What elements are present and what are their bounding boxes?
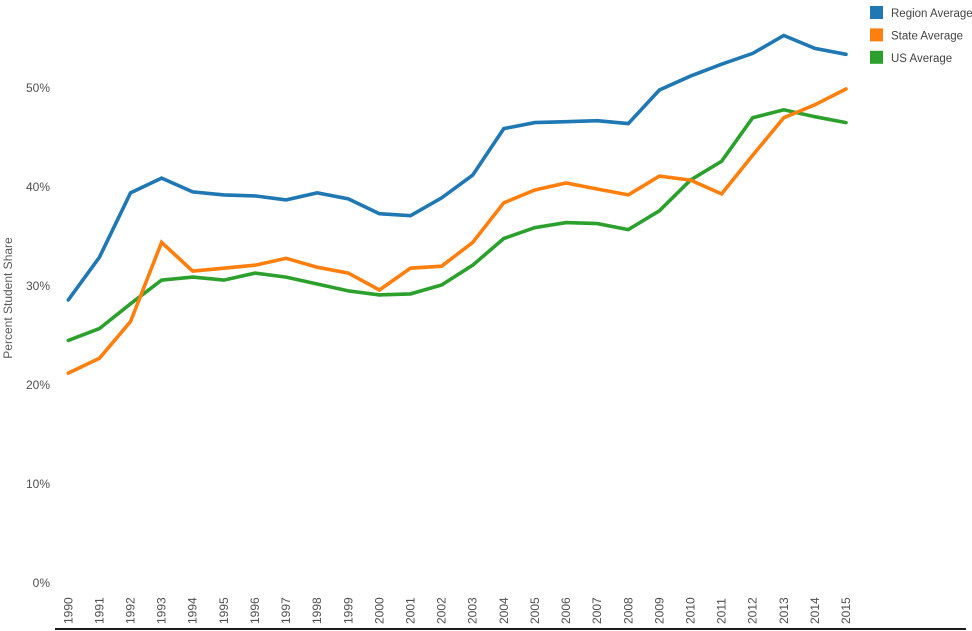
x-tick-label-1994: 1994 [186,597,200,624]
x-tick-label-2014: 2014 [808,597,822,624]
x-tick-label-1991: 1991 [92,597,106,624]
x-tick-label-1990: 1990 [61,597,75,624]
series-line-us-average[interactable] [66,107,848,343]
x-tick-label-1992: 1992 [124,597,138,624]
y-tick-label-0: 0% [33,576,51,590]
legend-swatch-region-average[interactable] [870,6,883,19]
x-tick-label-2007: 2007 [590,597,604,624]
y-tick-label-30: 30% [26,279,50,293]
y-axis-title: Percent Student Share [1,237,15,359]
series-line-region-average[interactable] [66,33,848,302]
x-tick-label-1993: 1993 [155,597,169,624]
x-tick-label-2001: 2001 [404,597,418,624]
x-tick-label-2010: 2010 [684,597,698,624]
y-tick-label-40: 40% [26,180,50,194]
legend-label-region-average[interactable]: Region Average [891,8,972,20]
y-tick-label-20: 20% [26,378,50,392]
x-tick-label-2000: 2000 [372,597,386,624]
x-tick-label-2011: 2011 [715,598,729,624]
y-tick-label-10: 10% [26,477,50,491]
legend-label-us-average[interactable]: US Average [891,53,952,65]
x-tick-label-2006: 2006 [559,597,573,624]
legend[interactable]: Region Average State Average US Average [870,6,972,65]
x-tick-label-1998: 1998 [310,597,324,624]
x-tick-label-2004: 2004 [497,597,511,624]
x-tick-label-2003: 2003 [466,597,480,624]
legend-item-region-average[interactable]: Region Average [870,6,972,20]
x-tick-label-1997: 1997 [279,597,293,624]
x-axis-line [55,628,966,630]
x-tick-label-2002: 2002 [435,597,449,624]
legend-swatch-state-average[interactable] [870,28,883,42]
y-tick-label-50: 50% [26,81,50,95]
legend-label-state-average[interactable]: State Average [891,30,963,42]
x-tick-label-2013: 2013 [777,597,791,624]
x-axis-tick-labels: 1990 1991 1992 1993 1994 1995 1996 1997 1998 1999… [61,597,853,624]
series-layer [66,33,848,375]
x-tick-label-1995: 1995 [217,597,231,624]
series-line-state-average[interactable] [66,87,848,375]
x-tick-label-2009: 2009 [652,597,666,624]
x-tick-label-1999: 1999 [341,597,355,624]
axis-layer: Percent Student Share [1,237,966,630]
legend-item-state-average[interactable]: State Average [870,28,963,42]
legend-item-us-average[interactable]: US Average [870,50,952,65]
x-tick-label-2015: 2015 [839,597,853,624]
x-tick-label-2005: 2005 [528,597,542,624]
x-tick-label-2008: 2008 [621,597,635,624]
x-tick-label-1996: 1996 [248,597,262,624]
y-axis-tick-labels: 0% 10% 20% 30% 40% 50% [26,81,50,590]
legend-swatch-us-average[interactable] [870,50,883,64]
x-tick-label-2012: 2012 [746,597,760,624]
